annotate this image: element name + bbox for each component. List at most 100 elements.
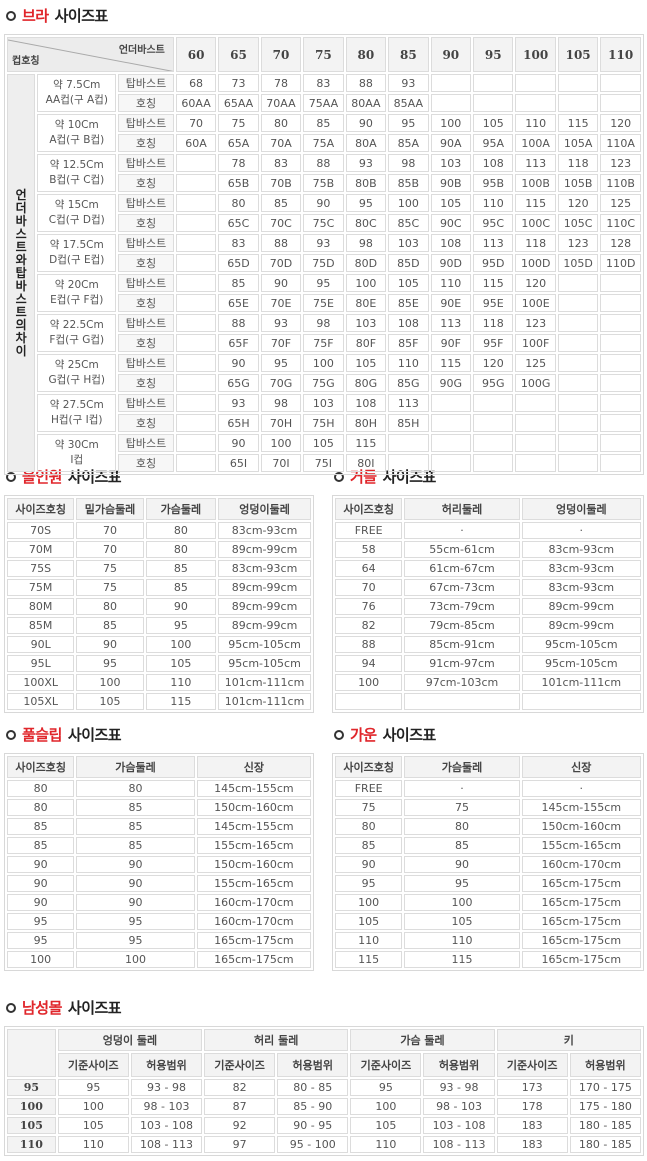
size-name-value: 105A — [557, 134, 599, 152]
table-cell: 150cm-160cm — [196, 856, 311, 873]
table-cell: 155cm-165cm — [521, 837, 641, 854]
top-bust-value: 90 — [218, 434, 259, 452]
table-row: 115 115 165cm-175cm — [335, 951, 641, 968]
size-name-label: 호칭 — [118, 454, 174, 472]
table-cell: 70M — [7, 541, 75, 558]
header-row: 언더바스트 컵호칭 60 65 70 75 80 85 90 95 100 105 110 — [7, 37, 641, 72]
table-cell: 105 — [335, 913, 403, 930]
size-name-value: 80E — [345, 294, 387, 312]
top-bust-value: 100 — [430, 114, 472, 132]
table-row: 80M 80 90 89cm-99cm — [7, 598, 311, 615]
table-cell: 183 — [496, 1136, 568, 1153]
corner-header: 언더바스트 컵호칭 — [7, 37, 174, 72]
top-bust-value: 98 — [303, 314, 344, 332]
table-cell: 183 — [496, 1117, 568, 1134]
size-name-value: 85H — [388, 414, 429, 432]
size-name-value: 75C — [303, 214, 344, 232]
sub-header: 기준사이즈 — [350, 1053, 422, 1077]
gown-size-title: 가운 사이즈표 — [334, 724, 436, 745]
table-cell: 100XL — [7, 674, 75, 691]
size-name-value — [430, 454, 472, 472]
top-bust-value: 85 — [303, 114, 344, 132]
table-cell: 95cm-105cm — [218, 636, 311, 653]
top-bust-value: 73 — [218, 74, 259, 92]
table-row: 100 100 165cm-175cm — [335, 894, 641, 911]
top-bust-value: 83 — [260, 154, 302, 172]
size-name-value: 100A — [515, 134, 556, 152]
table-cell: 150cm-160cm — [521, 818, 641, 835]
size-name-value: 65D — [218, 254, 259, 272]
table-cell: 76 — [335, 598, 403, 615]
title-highlight: 거들 — [350, 468, 377, 486]
top-bust-value — [600, 74, 641, 92]
table-row — [335, 693, 641, 710]
top-bust-value: 70 — [175, 114, 217, 132]
header-row: 사이즈호칭 밑가슴둘레 가슴둘레 엉덩이둘레 — [7, 498, 311, 520]
table-cell: 95L — [7, 655, 75, 672]
size-name-value: 105B — [557, 174, 599, 192]
top-bust-value: 105 — [473, 114, 514, 132]
size-name-value — [600, 334, 641, 352]
top-bust-value: 110 — [473, 194, 514, 212]
underbust-header: 105 — [557, 37, 599, 72]
title-rest: 사이즈표 — [67, 999, 122, 1017]
table-row: 95 95 93 - 98 82 80 - 85 95 93 - 98 173 170 - 17… — [7, 1079, 641, 1096]
top-bust-value — [515, 74, 556, 92]
top-bust-value: 105 — [388, 274, 429, 292]
top-bust-value — [557, 274, 599, 292]
underbust-header: 65 — [218, 37, 259, 72]
table-row: 85 85 155cm-165cm — [7, 837, 311, 854]
table-cell: 108 - 113 — [423, 1136, 495, 1153]
allinone-size-table: 사이즈호칭 밑가슴둘레 가슴둘레 엉덩이둘레 70S 70 80 83cm-93cm 70M 70… — [4, 495, 314, 713]
size-name-value: 90B — [430, 174, 472, 192]
size-name-value: 95E — [473, 294, 514, 312]
table-row: 100 97cm-103cm 101cm-111cm — [335, 674, 641, 691]
cup-label: 약 25Cm G컵(구 H컵) — [37, 354, 117, 392]
table-row: 110 110 108 - 113 97 95 - 100 110 108 - 113 183… — [7, 1136, 641, 1153]
size-name-value: 100D — [515, 254, 556, 272]
table-row: 80 80 150cm-160cm — [335, 818, 641, 835]
cup-label: 약 30Cm I컵 — [37, 434, 117, 472]
bra-size-table: 언더바스트 컵호칭 60 65 70 75 80 85 90 95 100 105 110 언더바스트와 … — [4, 34, 644, 475]
size-name-value — [175, 254, 217, 272]
size-name-value — [175, 334, 217, 352]
top-bust-value: 93 — [388, 74, 429, 92]
table-row: 70S 70 80 83cm-93cm — [7, 522, 311, 539]
size-name-value: 110D — [600, 254, 641, 272]
table-cell: 90 — [76, 636, 144, 653]
size-name-value — [473, 414, 514, 432]
size-name-value: 75A — [303, 134, 344, 152]
table-row: 85 85 145cm-155cm — [7, 818, 311, 835]
table-cell: 85 — [7, 837, 75, 854]
table-cell: 90 - 95 — [277, 1117, 349, 1134]
top-bust-value: 125 — [515, 354, 556, 372]
vertical-label: 언더바스트와 탑바스트의 차이 — [7, 74, 36, 472]
top-bust-label: 탑바스트 — [118, 274, 174, 292]
table-cell: 110 — [404, 932, 520, 949]
top-bust-value: 115 — [345, 434, 387, 452]
table-row: 95 95 165cm-175cm — [335, 875, 641, 892]
top-bust-value: 98 — [388, 154, 429, 172]
table-row: 90L 90 100 95cm-105cm — [7, 636, 311, 653]
table-cell: 178 — [496, 1098, 568, 1115]
top-bust-value — [515, 434, 556, 452]
table-cell: 95 — [335, 875, 403, 892]
cup-label: 약 20Cm E컵(구 F컵) — [37, 274, 117, 312]
top-bust-value: 128 — [600, 234, 641, 252]
table-cell: 165cm-175cm — [196, 932, 311, 949]
table-cell: 95 — [145, 617, 217, 634]
size-name-value: 90A — [430, 134, 472, 152]
top-bust-value: 113 — [388, 394, 429, 412]
size-name-value — [557, 374, 599, 392]
table-cell: 85 — [76, 818, 195, 835]
underbust-header: 80 — [345, 37, 387, 72]
table-cell: 90 — [335, 856, 403, 873]
table-cell: 115 — [404, 951, 520, 968]
table-cell: 82 — [335, 617, 403, 634]
size-name-label: 호칭 — [118, 94, 174, 112]
table-cell: 103 - 108 — [423, 1117, 495, 1134]
table-row: 75 75 145cm-155cm — [335, 799, 641, 816]
bullet-icon — [334, 729, 344, 740]
table-cell: 85 — [145, 579, 217, 596]
table-row: 105XL 105 115 101cm-111cm — [7, 693, 311, 710]
